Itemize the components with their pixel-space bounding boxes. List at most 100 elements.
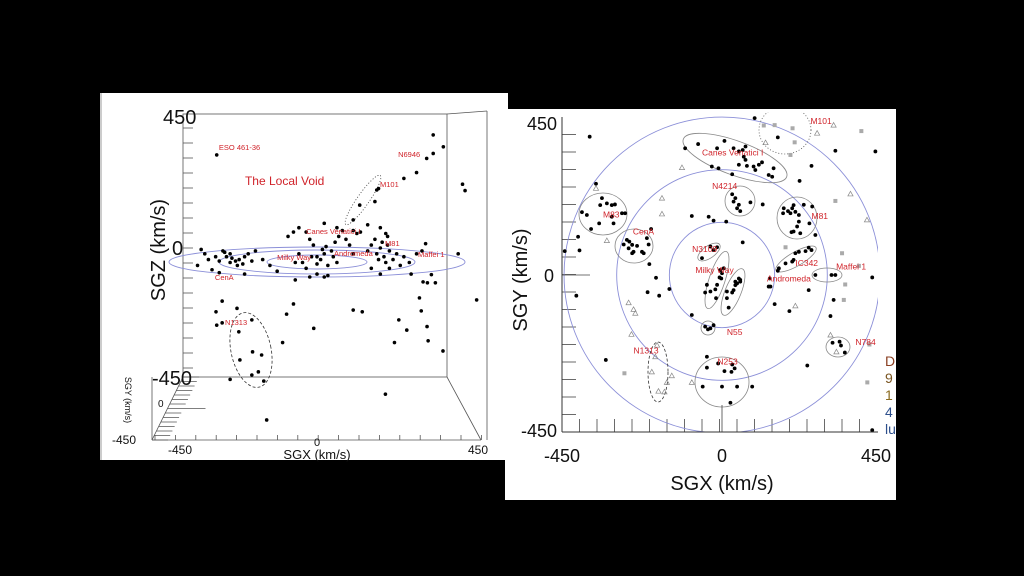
galaxy-point (787, 309, 792, 314)
galaxy-point (600, 196, 604, 201)
x-tick-0: 0 (314, 437, 320, 449)
galaxy-point (382, 254, 386, 259)
galaxy-point (387, 266, 392, 271)
galaxy-point (711, 323, 716, 328)
galaxy-point (230, 256, 234, 260)
triangle-point (648, 368, 655, 375)
annotation-label: N4214 (712, 181, 737, 191)
galaxy-point (261, 379, 266, 383)
galaxy-point (210, 267, 214, 272)
galaxy-point (441, 144, 446, 149)
y-tick-neg450: -450 (521, 421, 557, 441)
box-frame (151, 110, 488, 441)
galaxy-point (611, 221, 616, 226)
z-tick-0: 0 (172, 238, 183, 260)
annotation-label: Andromeda (334, 249, 374, 258)
triangle-point (863, 216, 871, 223)
galaxy-point (696, 142, 701, 146)
x-tick-0: 0 (717, 446, 727, 466)
galaxy-point (767, 276, 772, 281)
galaxy-point (260, 257, 265, 262)
galaxy-point (842, 350, 847, 355)
galaxy-point (199, 247, 203, 252)
galaxy-point (740, 240, 745, 245)
triangle-point (661, 388, 668, 395)
galaxy-point (621, 242, 626, 247)
annotations: M101 Canes Venatici I N4214 M83 CenA M81 N3109… (603, 116, 876, 366)
square-point (761, 123, 766, 128)
square-point (792, 140, 797, 145)
galaxy-point (344, 237, 348, 242)
galaxy-point (417, 296, 422, 300)
galaxy-point (807, 221, 812, 226)
triangle-point (833, 348, 840, 355)
galaxy-point (220, 321, 224, 325)
annotation-label: IC342 (795, 258, 818, 268)
galaxy-point (722, 369, 727, 374)
galaxy-point (753, 168, 758, 172)
galaxy-point (641, 251, 646, 256)
galaxy-point (224, 254, 229, 259)
x-tick-450: 450 (861, 446, 891, 466)
galaxy-point (667, 287, 672, 291)
triangle-point (632, 309, 639, 316)
galaxy-point (790, 206, 795, 211)
galaxy-point (580, 210, 584, 215)
galaxy-point (732, 366, 737, 371)
galaxy-point (809, 248, 814, 252)
galaxy-point (771, 166, 776, 171)
galaxy-point (839, 343, 843, 348)
square-point (841, 297, 846, 302)
galaxy-point (644, 236, 649, 241)
galaxy-point (322, 221, 327, 226)
galaxy-point (720, 384, 724, 389)
galaxy-point (837, 339, 842, 344)
galaxy-point (717, 275, 722, 280)
galaxy-point (798, 231, 803, 236)
galaxy-point (297, 252, 301, 256)
galaxy-point (809, 163, 814, 168)
galaxy-point (369, 266, 374, 271)
galaxy-point (613, 202, 617, 207)
galaxy-point (250, 373, 254, 377)
galaxy-point (235, 306, 239, 311)
galaxy-point (743, 144, 748, 149)
annotation-label: N784 (855, 337, 876, 347)
galaxy-point (414, 170, 419, 175)
galaxy-point (752, 116, 757, 121)
galaxy-point (326, 263, 330, 268)
annotation-label: N253 (717, 357, 738, 367)
x-tick-450: 450 (468, 443, 488, 457)
galaxy-point (828, 314, 833, 318)
galaxy-point (268, 263, 272, 268)
galaxy-point (307, 275, 312, 279)
galaxy-point (311, 326, 316, 331)
galaxy-point (700, 384, 705, 389)
square-point (772, 123, 777, 128)
galaxy-point (228, 377, 232, 382)
distance-circle (616, 169, 828, 381)
galaxy-point (291, 230, 296, 234)
annotation-label: Canes Venatici I (306, 227, 360, 236)
galaxy-point (706, 214, 711, 219)
galaxy-point (441, 349, 445, 353)
triangle-point (792, 302, 799, 309)
cutoff-text-line: 1 (885, 387, 893, 403)
galaxy-point (598, 203, 603, 208)
y-axis-label: SGY (km/s) (510, 229, 532, 332)
galaxy-point (474, 298, 479, 302)
galaxy-point (775, 135, 780, 140)
galaxy-point (414, 252, 419, 256)
sgy-axis-label: SGY (km/s) (123, 377, 133, 423)
galaxy-point (297, 225, 301, 230)
galaxy-point (256, 370, 261, 374)
galaxy-point (703, 324, 708, 329)
galaxy-point (708, 289, 713, 294)
data-points (562, 116, 878, 432)
annotation-label: M101 (380, 180, 399, 189)
galaxy-point (768, 284, 773, 289)
galaxy-point (394, 252, 399, 256)
galaxy-point (358, 230, 363, 234)
galaxy-point (429, 272, 434, 277)
galaxy-point (562, 249, 567, 254)
